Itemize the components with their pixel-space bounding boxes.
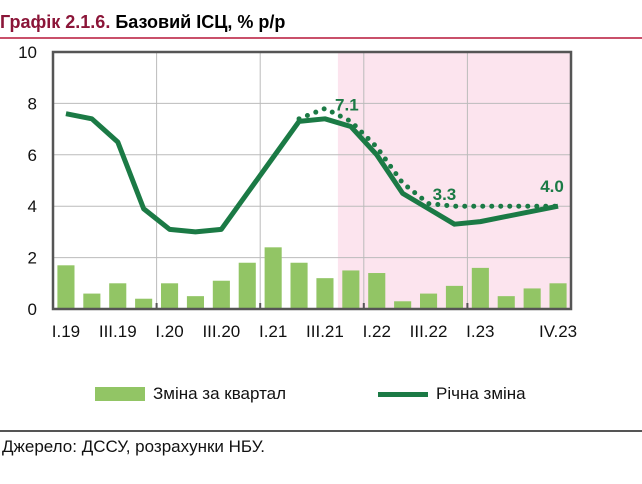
- x-tick-label: III.19: [99, 322, 137, 341]
- bar-IV.22: [445, 285, 463, 309]
- data-label: 3.3: [433, 185, 457, 204]
- dotted-line: [296, 105, 561, 209]
- y-tick-label: 8: [28, 94, 37, 113]
- bar-III.21: [316, 278, 334, 309]
- data-label: 7.1: [335, 96, 359, 115]
- legend-swatch-line: [378, 391, 428, 397]
- bar-IV.20: [238, 262, 256, 309]
- bar-IV.21: [342, 270, 360, 309]
- shaded-forecast-region: [337, 52, 571, 309]
- data-label: 4.0: [540, 177, 564, 196]
- x-tick-label: I.23: [466, 322, 494, 341]
- legend-item-line: Річна зміна: [378, 384, 526, 404]
- chart: 0 2 4 6 8 10 I.19 III.19 I.20 III.20 I.21 III.21 I.2…: [18, 43, 577, 341]
- y-tick-label: 6: [28, 146, 37, 165]
- chart-title: Графік 2.1.6. Базовий ІСЦ, % р/р: [0, 12, 285, 33]
- y-tick-label: 0: [28, 300, 37, 319]
- legend-label-line: Річна зміна: [436, 384, 526, 403]
- bar-IV.23: [549, 283, 567, 309]
- bar-I.22: [368, 273, 386, 309]
- legend-swatch-bar: [95, 387, 145, 401]
- x-tick-label: III.22: [410, 322, 448, 341]
- y-tick-label: 4: [28, 197, 37, 216]
- x-tick-label: I.20: [155, 322, 183, 341]
- x-tick-label: III.20: [202, 322, 240, 341]
- bar-I.20: [161, 283, 179, 309]
- bar-II.19: [83, 293, 101, 309]
- bar-III.22: [420, 293, 438, 309]
- title-divider: [0, 37, 642, 39]
- bar-IV.19: [135, 298, 153, 309]
- chart-title-text: Базовий ІСЦ, % р/р: [115, 12, 286, 32]
- line-annual-change: [65, 111, 559, 235]
- x-tick-label: IV.23: [539, 322, 577, 341]
- bar-II.23: [497, 296, 515, 309]
- footer-divider: [0, 430, 642, 432]
- bar-III.19: [109, 283, 127, 309]
- bar-I.19: [57, 265, 75, 309]
- source-note: Джерело: ДССУ, розрахунки НБУ.: [2, 437, 265, 456]
- x-tick-label: III.21: [306, 322, 344, 341]
- y-tick-label: 10: [18, 43, 37, 62]
- bar-II.20: [186, 296, 204, 309]
- bar-II.21: [290, 262, 308, 309]
- x-tick-label: I.22: [363, 322, 391, 341]
- chart-number: Графік 2.1.6.: [0, 12, 111, 32]
- plot-border: [51, 50, 573, 311]
- x-tick-label: I.21: [259, 322, 287, 341]
- bar-II.22: [394, 301, 412, 309]
- legend-label-bar: Зміна за квартал: [153, 384, 287, 403]
- x-tick-label: I.19: [52, 322, 80, 341]
- bar-I.21: [264, 247, 282, 309]
- legend-item-bar: Зміна за квартал: [95, 384, 286, 404]
- bar-III.23: [523, 288, 541, 309]
- bar-III.20: [212, 280, 230, 309]
- bar-I.23: [471, 267, 489, 309]
- y-tick-label: 2: [28, 249, 37, 268]
